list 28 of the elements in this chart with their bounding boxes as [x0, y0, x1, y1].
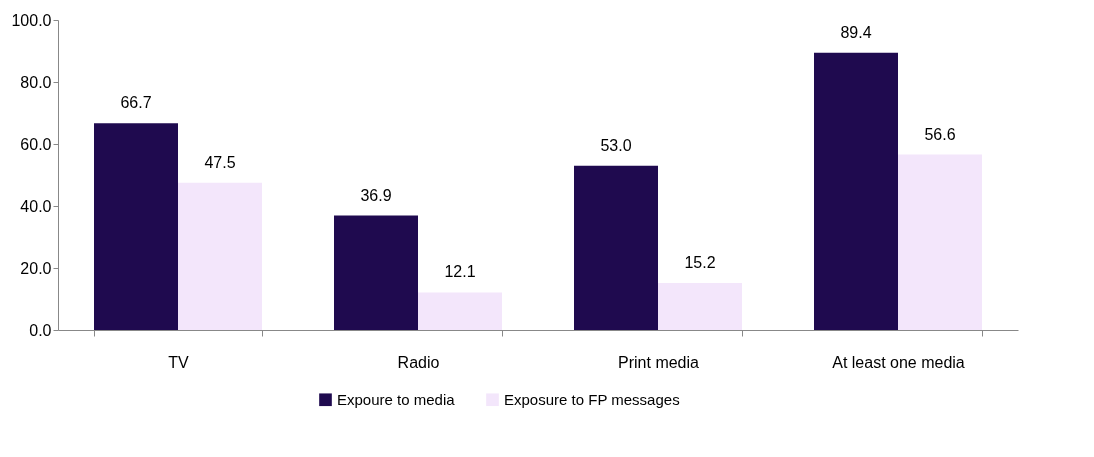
y-tick-label: 0.0	[29, 321, 52, 339]
y-tick-label: 40.0	[20, 197, 52, 215]
bar	[94, 123, 178, 330]
bar	[178, 182, 262, 330]
x-tick-label: At least one media	[832, 353, 965, 371]
legend-label: Expoure to media	[337, 390, 456, 408]
y-tick-label: 80.0	[20, 73, 52, 91]
x-tick-label: TV	[168, 353, 190, 371]
data-label: 89.4	[840, 23, 872, 41]
bar	[814, 52, 898, 330]
data-label: 12.1	[444, 263, 476, 281]
x-tick-label: Print media	[618, 353, 700, 371]
data-label: 36.9	[360, 186, 392, 204]
bar	[574, 165, 658, 330]
data-label: 15.2	[684, 253, 716, 271]
bar	[658, 282, 742, 330]
data-label: 66.7	[120, 94, 152, 112]
y-tick-label: 60.0	[20, 135, 52, 153]
legend-label: Exposure to FP messages	[504, 390, 680, 408]
bar	[418, 292, 502, 330]
bar	[898, 154, 982, 330]
bar	[334, 215, 418, 330]
data-label: 53.0	[600, 136, 632, 154]
data-label: 47.5	[204, 153, 236, 171]
data-label: 56.6	[924, 125, 956, 143]
y-tick-label: 20.0	[20, 259, 52, 277]
y-tick-label: 100.0	[11, 11, 52, 29]
x-tick-label: Radio	[397, 353, 440, 371]
